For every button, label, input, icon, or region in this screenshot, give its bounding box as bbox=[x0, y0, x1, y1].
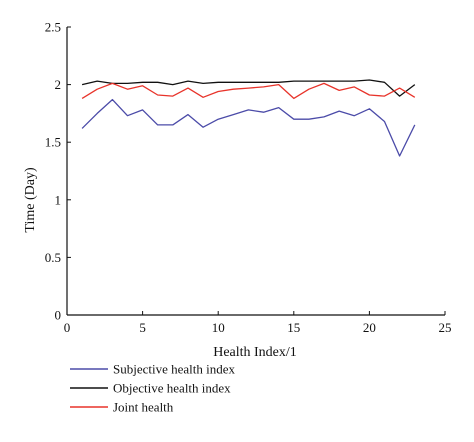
legend-label: Objective health index bbox=[113, 381, 231, 396]
y-tick-label: 1 bbox=[55, 192, 62, 207]
x-tick-label: 0 bbox=[64, 320, 71, 335]
x-tick-label: 5 bbox=[139, 320, 146, 335]
x-tick-label: 20 bbox=[363, 320, 376, 335]
x-tick-label: 25 bbox=[439, 320, 452, 335]
series-lines bbox=[81, 79, 416, 157]
y-tick-label: 1.5 bbox=[45, 135, 61, 150]
y-tick-label: 0.5 bbox=[45, 250, 61, 265]
series-line-2 bbox=[81, 79, 416, 97]
series-line-1 bbox=[81, 98, 416, 157]
series-line-3 bbox=[81, 82, 416, 100]
x-tick-label: 10 bbox=[212, 320, 225, 335]
legend: Subjective health index Objective health … bbox=[70, 362, 236, 415]
y-tick-label: 2 bbox=[55, 77, 62, 92]
x-axis-label: Health Index/1 bbox=[213, 345, 297, 360]
axes: 0 5 10 15 20 25 0 0.5 1 1.5 2 2.5 bbox=[45, 20, 452, 336]
x-tick-label: 15 bbox=[287, 320, 300, 335]
legend-label: Subjective health index bbox=[113, 362, 236, 377]
y-tick-label: 0 bbox=[55, 308, 62, 323]
y-tick-label: 2.5 bbox=[45, 20, 61, 35]
y-axis-label: Time (Day) bbox=[23, 167, 38, 233]
legend-label: Joint health bbox=[113, 400, 174, 415]
